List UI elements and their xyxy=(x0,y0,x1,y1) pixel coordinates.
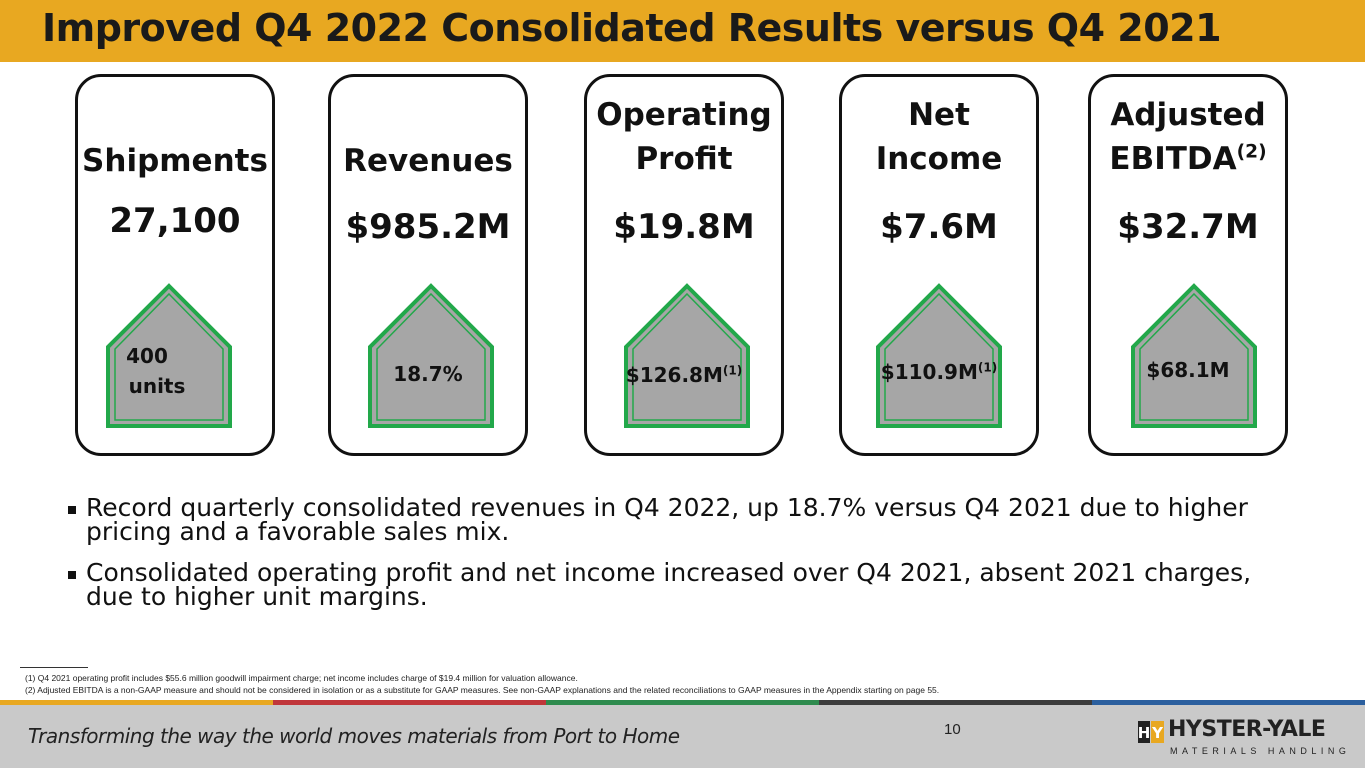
footnote-divider xyxy=(20,667,88,668)
stripe xyxy=(546,700,819,705)
color-stripes xyxy=(0,700,1365,705)
card-label-line1: Adjusted xyxy=(1110,97,1266,133)
card-label-line2: Profit xyxy=(635,141,733,177)
slide-title: Improved Q4 2022 Consolidated Results ve… xyxy=(42,6,1222,50)
footnote-1: (1) Q4 2021 operating profit includes $5… xyxy=(25,673,578,683)
card-change-unit: units xyxy=(128,374,186,398)
card-change: $126.8M(1) xyxy=(625,363,743,387)
card-label-line2: Income xyxy=(875,141,1003,177)
card-change: 18.7% xyxy=(393,362,463,386)
footer-bar: Transforming the way the world moves mat… xyxy=(0,705,1365,768)
card-value: $985.2M xyxy=(345,207,511,247)
metric-card-adjusted-ebitda: Adjusted EBITDA(2) $32.7M $68.1M xyxy=(1088,74,1288,456)
card-value: 27,100 xyxy=(109,201,241,241)
up-arrow-icon xyxy=(1131,283,1257,428)
company-logo: H Y HYSTER-YALE MATERIALS HANDLING xyxy=(1138,717,1346,761)
title-bar: Improved Q4 2022 Consolidated Results ve… xyxy=(0,0,1365,62)
svg-text:H: H xyxy=(1138,724,1150,742)
card-label-line1: Net xyxy=(908,97,970,133)
bullet-list: Record quarterly consolidated revenues i… xyxy=(66,495,1306,626)
card-label-line1: Operating xyxy=(596,97,772,133)
card-label: Revenues xyxy=(343,143,513,179)
card-change: $110.9M(1) xyxy=(880,360,998,384)
up-arrow-icon xyxy=(368,283,494,428)
logo-name: HYSTER-YALE xyxy=(1168,717,1326,742)
footer-tagline: Transforming the way the world moves mat… xyxy=(28,724,680,748)
svg-text:Y: Y xyxy=(1151,724,1164,742)
card-value: $7.6M xyxy=(880,207,998,247)
footnote-2: (2) Adjusted EBITDA is a non-GAAP measur… xyxy=(25,685,940,695)
bullet-square-icon xyxy=(68,571,76,579)
card-label: Shipments xyxy=(82,143,268,179)
card-value: $32.7M xyxy=(1117,207,1259,247)
up-arrow-icon xyxy=(876,283,1002,428)
metric-card-operating-profit: Operating Profit $19.8M $126.8M(1) xyxy=(584,74,784,456)
bullet-item: Consolidated operating profit and net in… xyxy=(66,560,1306,609)
up-arrow-icon xyxy=(106,283,232,428)
footnotes: (1) Q4 2021 operating profit includes $5… xyxy=(25,672,939,696)
metric-card-shipments: Shipments 27,100 400 units xyxy=(75,74,275,456)
bullet-item: Record quarterly consolidated revenues i… xyxy=(66,495,1306,544)
stripe xyxy=(819,700,1092,705)
stripe xyxy=(0,700,273,705)
bullet-square-icon xyxy=(68,506,76,514)
card-change: $68.1M xyxy=(1146,358,1230,382)
metric-card-net-income: Net Income $7.6M $110.9M(1) xyxy=(839,74,1039,456)
up-arrow-icon xyxy=(624,283,750,428)
page-number: 10 xyxy=(944,721,961,738)
card-value: $19.8M xyxy=(613,207,755,247)
metric-card-revenues: Revenues $985.2M 18.7% xyxy=(328,74,528,456)
stripe xyxy=(273,700,546,705)
card-change: 400 xyxy=(126,344,168,368)
card-label-line2: EBITDA(2) xyxy=(1109,141,1267,177)
stripe xyxy=(1092,700,1365,705)
logo-subtitle: MATERIALS HANDLING xyxy=(1170,746,1351,756)
hy-logo-icon: H Y xyxy=(1138,721,1164,743)
